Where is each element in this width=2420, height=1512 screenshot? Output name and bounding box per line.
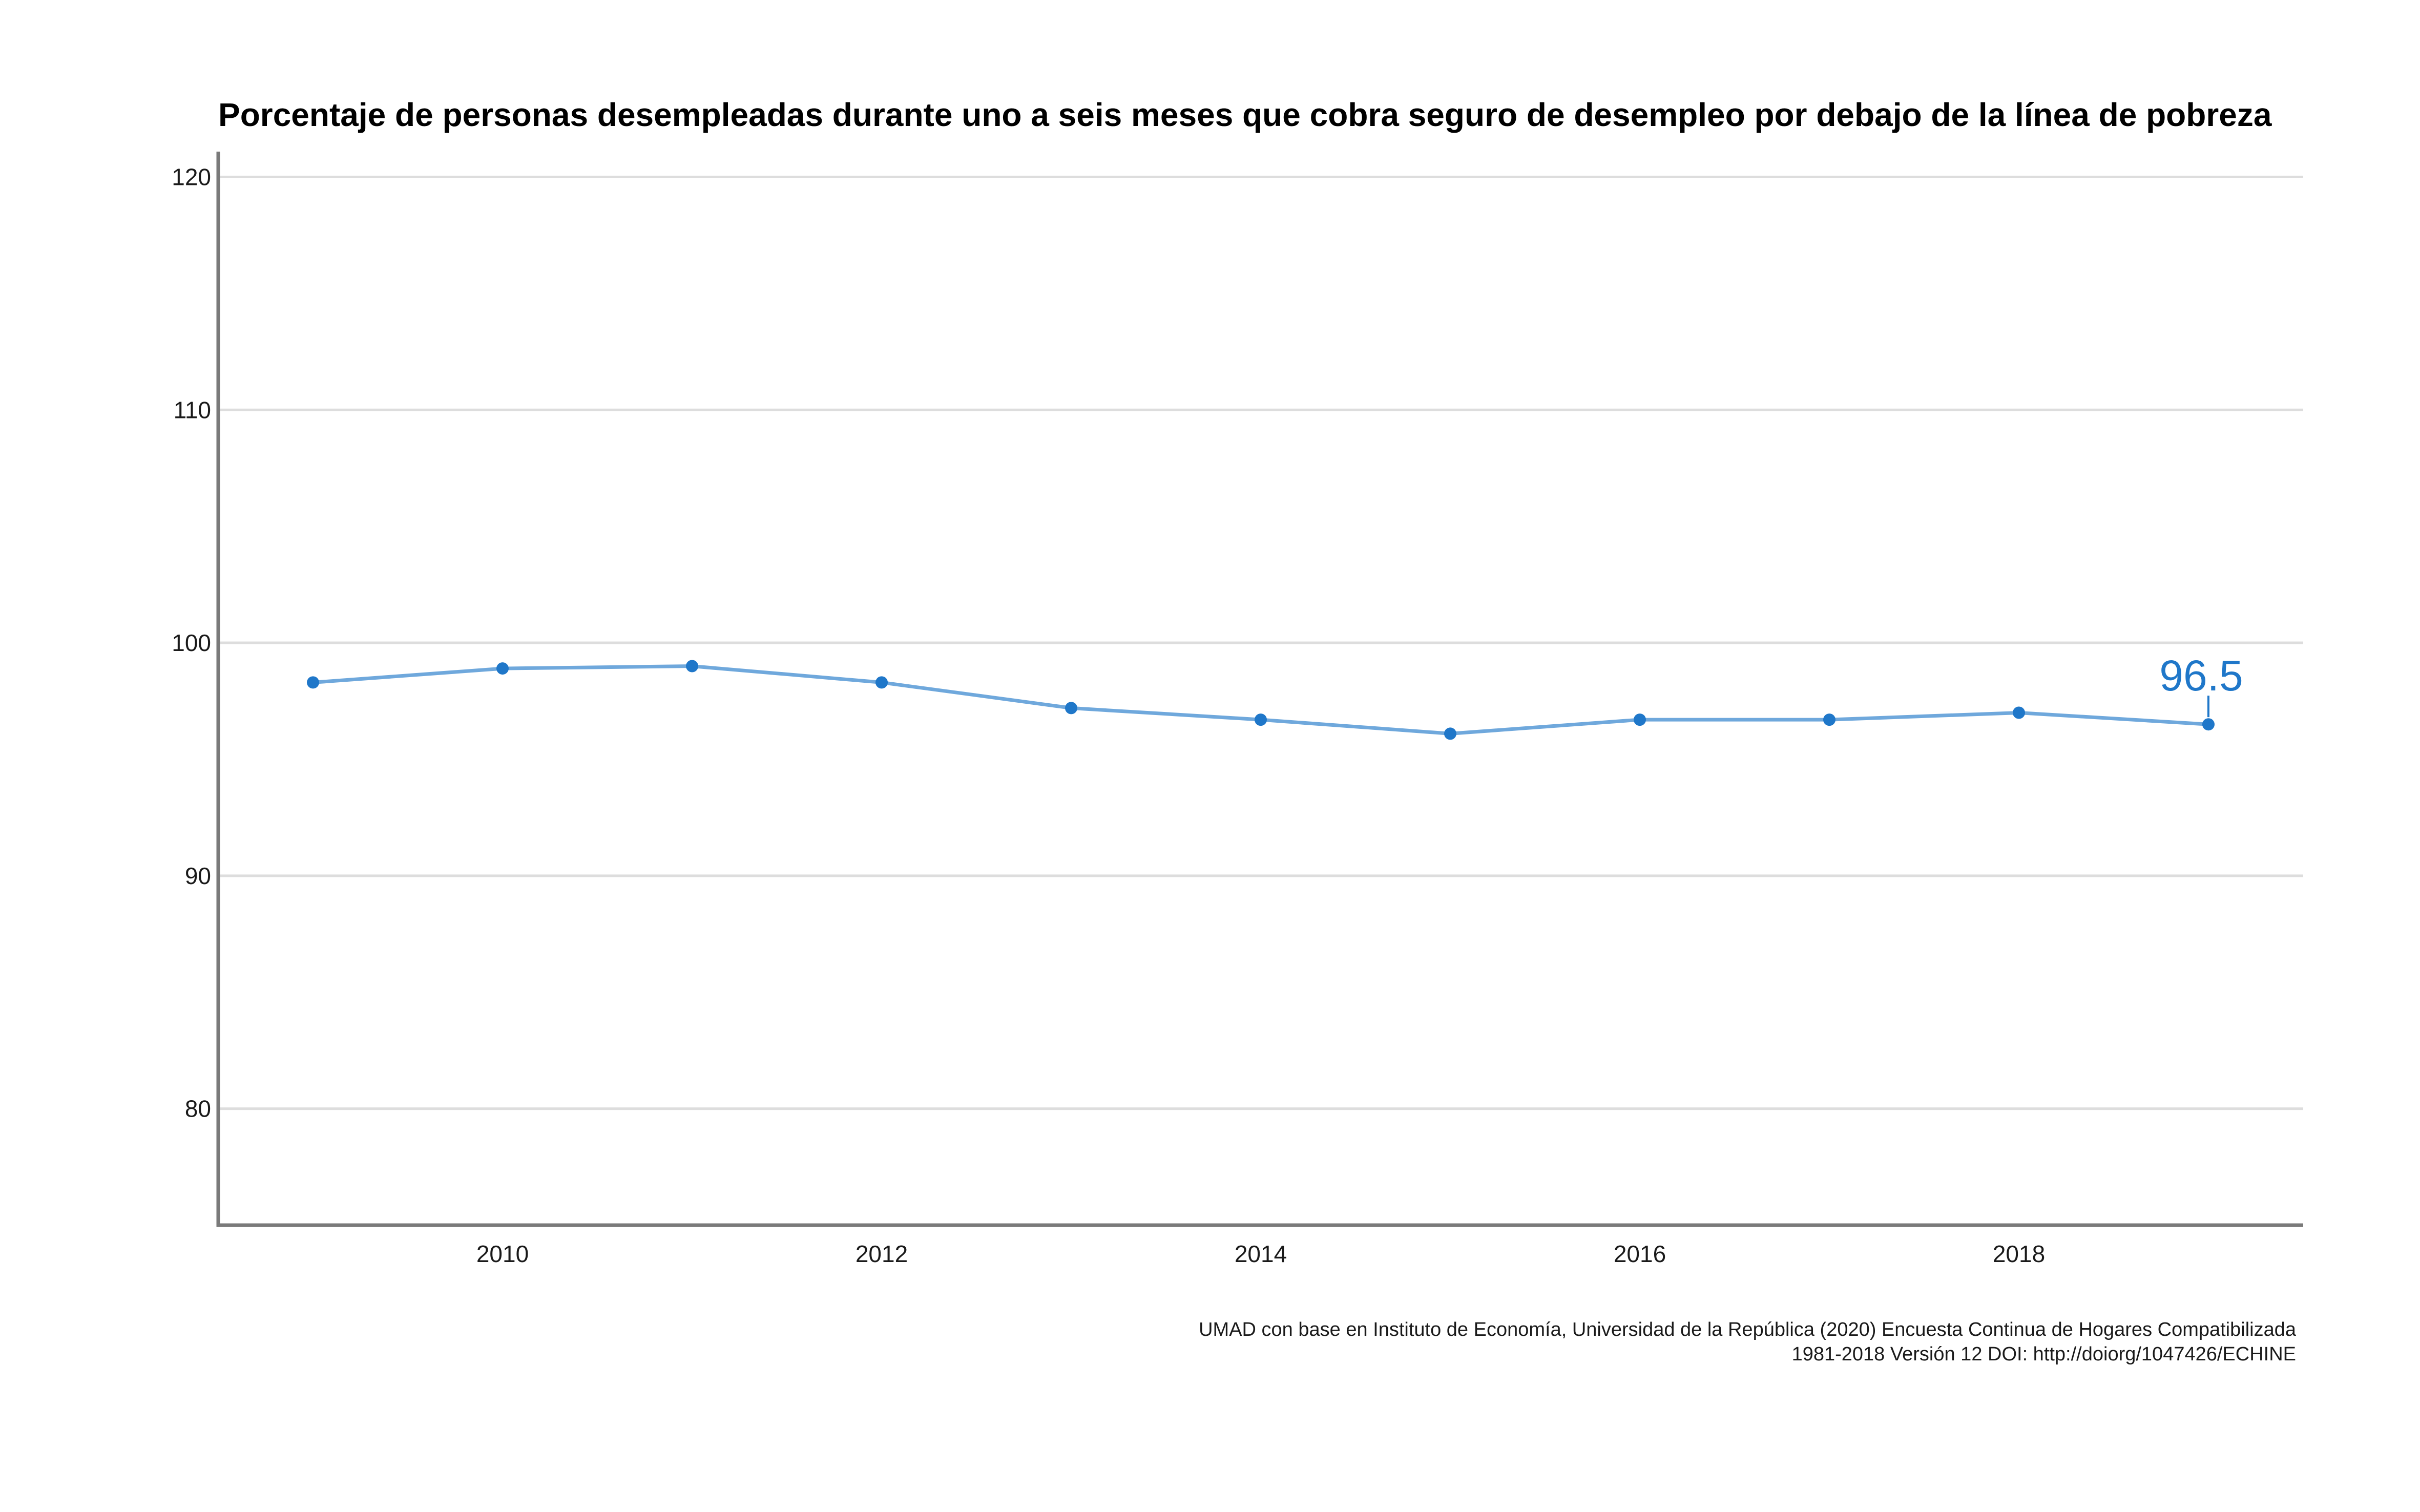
- data-point-2013: [1065, 702, 1077, 715]
- grid-lines: [218, 175, 2303, 1110]
- y-tick-label-120: 120: [172, 163, 211, 190]
- data-point-2010: [496, 662, 509, 675]
- x-tick-label-2014: 2014: [1235, 1241, 1287, 1267]
- x-axis-ticks: 2010 2012 2014 2016 2018: [476, 1241, 2045, 1267]
- source-caption-line-2: 1981-2018 Versión 12 DOI: http://doiorg/…: [1792, 1343, 2296, 1365]
- x-tick-label-2010: 2010: [476, 1241, 529, 1267]
- y-tick-label-110: 110: [174, 396, 211, 423]
- y-tick-label-90: 90: [185, 863, 211, 889]
- data-point-2012: [875, 676, 888, 689]
- data-point-2014: [1255, 713, 1267, 726]
- data-point-2015: [1444, 727, 1456, 740]
- data-point-2018: [2013, 706, 2025, 719]
- chart-title: Porcentaje de personas desempleadas dura…: [218, 96, 2272, 133]
- y-tick-label-100: 100: [172, 629, 211, 656]
- data-points: [307, 660, 2215, 740]
- y-tick-label-80: 80: [185, 1096, 211, 1122]
- x-tick-label-2018: 2018: [1993, 1241, 2045, 1267]
- y-axis-ticks: 80 90 100 110 120: [172, 163, 211, 1122]
- data-point-2019: [2202, 718, 2215, 731]
- x-tick-label-2012: 2012: [856, 1241, 908, 1267]
- x-tick-label-2016: 2016: [1614, 1241, 1666, 1267]
- data-point-2017: [1823, 713, 1835, 726]
- data-point-2009: [307, 676, 319, 689]
- data-point-2016: [1634, 713, 1646, 726]
- source-caption-line-1: UMAD con base en Instituto de Economía, …: [1199, 1319, 2297, 1340]
- end-value-label: 96.5: [2159, 652, 2243, 700]
- data-point-2011: [686, 660, 698, 673]
